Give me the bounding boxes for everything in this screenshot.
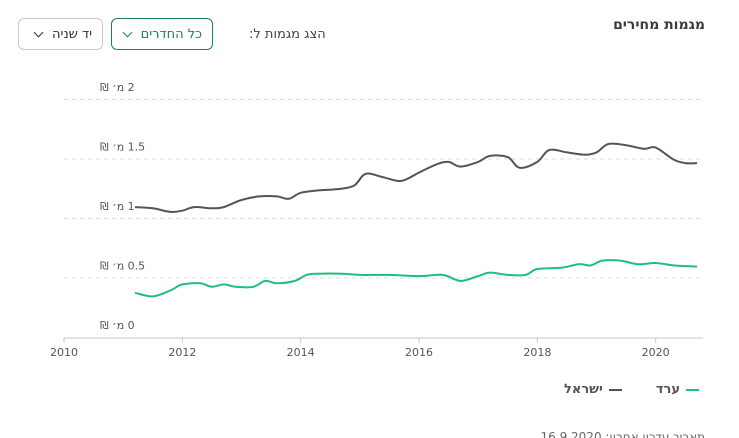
y-axis-ticks: 0 מ׳ ₪ 0.5 מ׳ ₪ 1 מ׳ ₪ 1.5 מ׳ ₪ 2 מ׳ ₪: [100, 81, 145, 332]
y-tick-label: 1 מ׳ ₪: [100, 200, 135, 213]
grid-lines: [64, 99, 703, 279]
x-tick-label: 2010: [50, 346, 78, 359]
chart-title: מגמות מחירים: [613, 17, 705, 33]
rooms-dropdown-value: כל החדרים: [140, 26, 202, 42]
condition-dropdown-value: יד שניה: [52, 26, 92, 42]
series-line-israel: [134, 142, 698, 213]
legend-item-israel[interactable]: ישראל: [564, 382, 622, 397]
x-tick-label: 2014: [287, 346, 315, 359]
legend-swatch: [608, 388, 622, 391]
last-updated-note: תאריך עדכון אחרון: 16.9.2020: [540, 430, 706, 438]
legend-label: ישראל: [564, 382, 603, 397]
x-axis-ticks: 2010 2012 2014 2016 2018 2020: [50, 338, 670, 359]
y-tick-label: 1.5 מ׳ ₪: [100, 141, 145, 154]
condition-dropdown[interactable]: יד שניה: [18, 18, 103, 50]
legend-label: ערד: [655, 382, 680, 397]
y-tick-label: 0 מ׳ ₪: [100, 319, 135, 332]
x-tick-label: 2020: [642, 346, 670, 359]
series-line-arad: [134, 259, 698, 298]
y-tick-label: 2 מ׳ ₪: [100, 81, 135, 94]
legend-swatch: [686, 388, 699, 391]
series-lines: [134, 142, 698, 298]
legend-item-arad[interactable]: ערד: [656, 382, 699, 397]
x-tick-label: 2018: [523, 346, 551, 359]
rooms-dropdown[interactable]: כל החדרים: [111, 18, 213, 50]
filter-label: הצג מגמות ל:: [249, 27, 326, 42]
x-tick-label: 2016: [405, 346, 433, 359]
legend: ערד ישראל: [564, 382, 699, 397]
x-tick-label: 2012: [168, 346, 196, 359]
y-tick-label: 0.5 מ׳ ₪: [100, 260, 145, 273]
